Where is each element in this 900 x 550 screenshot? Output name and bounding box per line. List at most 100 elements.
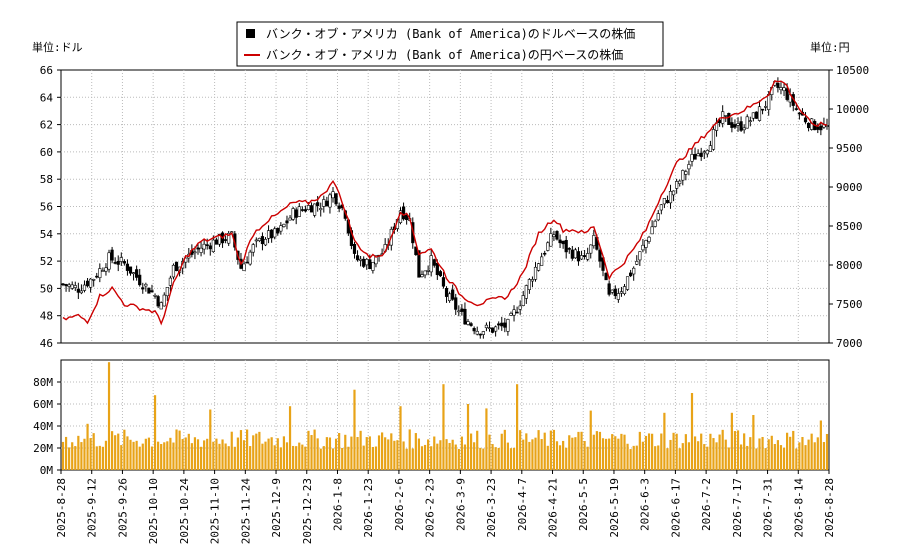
candle-body <box>417 250 421 278</box>
legend-usd-marker <box>246 29 255 38</box>
candle-body <box>616 293 620 300</box>
volume-bar <box>252 435 255 470</box>
volume-bar <box>206 438 209 470</box>
volume-bar <box>749 437 752 470</box>
price-tick-label: 64 <box>40 91 54 104</box>
candle-body <box>374 255 378 265</box>
candle-body <box>619 291 624 294</box>
volume-bar <box>249 446 252 470</box>
volume-bar <box>61 441 65 470</box>
candle-body <box>429 255 433 273</box>
candle-body <box>806 122 811 129</box>
candle-body <box>690 154 694 162</box>
candle-body <box>748 120 752 122</box>
candle-body <box>678 180 682 184</box>
x-tick-label: 2026-5-5 <box>577 478 590 531</box>
volume-bar <box>512 447 516 470</box>
volume-bar <box>736 430 740 470</box>
volume-bar <box>71 442 74 470</box>
candle-body <box>629 272 633 277</box>
volume-bar <box>83 438 86 470</box>
candle-body <box>285 220 289 224</box>
candle-body <box>546 242 550 251</box>
candle-body <box>549 233 553 247</box>
candle-body <box>371 262 375 271</box>
x-tick-label: 2026-2-6 <box>393 478 406 531</box>
volume-bars <box>61 362 829 470</box>
volume-bar <box>730 412 733 470</box>
volume-bar <box>614 436 617 470</box>
candle-body <box>435 262 439 275</box>
price-tick-label: 54 <box>40 228 54 241</box>
x-tick-label: 2026-7-17 <box>731 478 744 538</box>
candle-body <box>104 267 108 272</box>
candle-body <box>782 87 786 92</box>
candle-body <box>543 252 547 255</box>
x-tick-label: 2025-10-10 <box>147 478 160 544</box>
volume-bar <box>172 442 175 470</box>
volume-bar <box>767 439 770 470</box>
x-tick-label: 2026-7-31 <box>762 478 775 538</box>
volume-bar <box>95 446 98 470</box>
volume-bar <box>779 445 783 470</box>
volume-bar <box>638 431 641 470</box>
price-tick-label: 60 <box>40 146 53 159</box>
candle-body <box>632 267 636 275</box>
candle-body <box>174 261 179 272</box>
candle-body <box>589 244 593 254</box>
candle-body <box>67 284 71 287</box>
candle-body <box>116 260 120 265</box>
volume-bar <box>199 446 203 470</box>
x-tick-label: 2025-9-26 <box>116 478 129 538</box>
candle-body <box>558 239 562 244</box>
candle-body <box>309 205 314 213</box>
candle-body <box>524 285 528 299</box>
volume-bar <box>178 430 181 470</box>
candle-body <box>625 276 630 290</box>
volume-bar <box>669 439 672 470</box>
candle-body <box>451 289 455 300</box>
volume-bar <box>393 440 396 470</box>
price-tick-label: 66 <box>40 64 53 77</box>
volume-bar <box>703 444 706 470</box>
volume-bar <box>285 442 289 470</box>
yen-tick-label: 7500 <box>836 298 863 311</box>
volume-bar <box>497 447 500 470</box>
volume-bar <box>617 438 620 470</box>
volume-bar <box>135 440 138 470</box>
candle-body <box>297 206 301 217</box>
volume-bar <box>359 430 362 470</box>
volume-bar <box>344 434 347 470</box>
price-tick-label: 58 <box>40 173 53 186</box>
candle-body <box>764 106 768 108</box>
left-unit-label: 単位:ドル <box>32 40 83 54</box>
candle-body <box>92 279 96 281</box>
candle-body <box>193 251 197 254</box>
volume-bar <box>537 430 540 470</box>
candle-body <box>125 263 130 271</box>
candle-body <box>816 126 820 130</box>
volume-bar <box>727 447 730 470</box>
candle-body <box>156 296 160 307</box>
candle-body <box>141 287 145 290</box>
volume-bar <box>509 448 513 470</box>
candle-body <box>638 251 642 261</box>
candle-body <box>107 252 111 270</box>
volume-bar <box>543 432 546 470</box>
price-tick-label: 62 <box>40 119 53 132</box>
candle-body <box>208 245 212 250</box>
volume-tick-label: 60M <box>33 398 53 411</box>
volume-bar <box>227 446 230 470</box>
volume-bar <box>755 448 758 470</box>
candle-body <box>739 121 743 131</box>
candle-body <box>89 278 93 288</box>
volume-bar <box>666 448 669 470</box>
volume-bar <box>782 447 786 470</box>
volume-bar <box>595 431 598 470</box>
candle-body <box>273 228 277 238</box>
candle-body <box>573 249 578 259</box>
candle-body <box>687 164 691 170</box>
candle-body <box>368 259 372 270</box>
candle-body <box>322 199 326 207</box>
candle-body <box>803 117 808 123</box>
